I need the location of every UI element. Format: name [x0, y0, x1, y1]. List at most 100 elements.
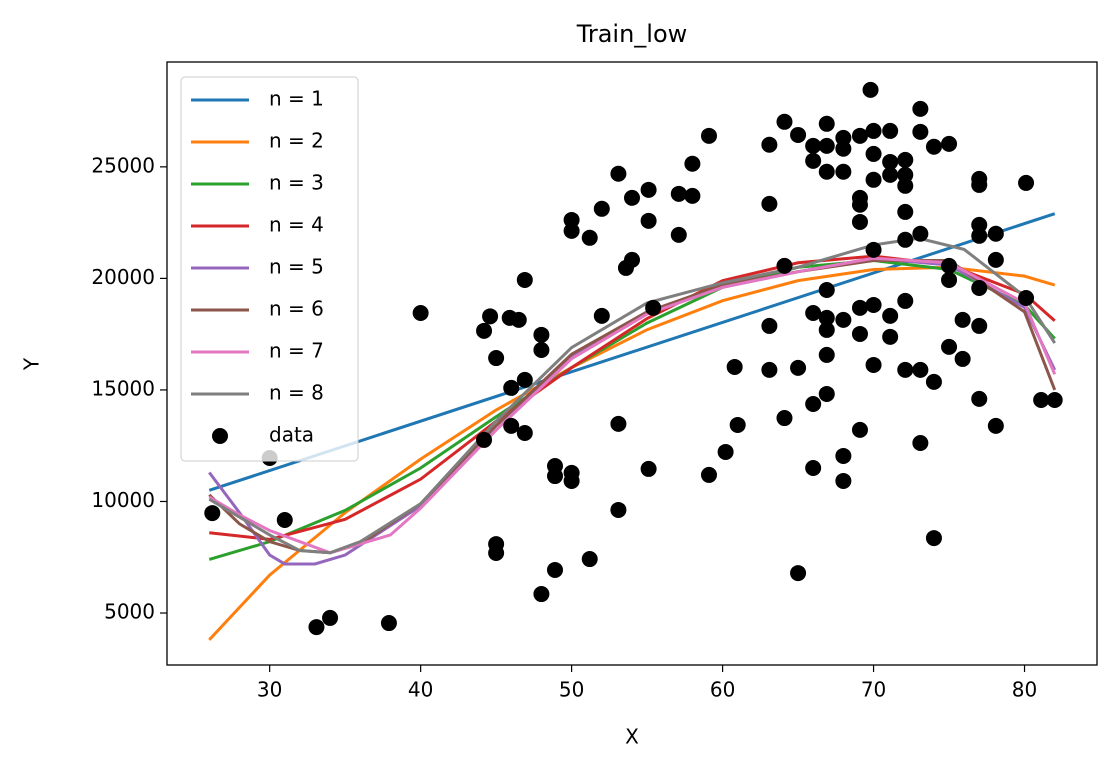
data-point — [729, 416, 746, 433]
data-point — [776, 113, 793, 130]
data-point — [818, 281, 835, 298]
data-point — [761, 136, 778, 153]
data-point — [670, 185, 687, 202]
data-point — [412, 304, 429, 321]
data-point — [987, 251, 1004, 268]
data-point — [971, 176, 988, 193]
data-point — [581, 229, 598, 246]
y-tick-label: 20000 — [91, 265, 155, 289]
data-point — [925, 138, 942, 155]
data-point — [865, 296, 882, 313]
data-point — [865, 356, 882, 373]
data-point — [684, 155, 701, 172]
data-point — [941, 257, 958, 274]
legend-box — [180, 76, 359, 462]
data-point — [971, 317, 988, 334]
data-point — [912, 435, 929, 452]
legend-label: n = 8 — [269, 381, 324, 405]
data-point — [987, 417, 1004, 434]
data-point — [835, 163, 852, 180]
data-point — [941, 271, 958, 288]
data-point — [593, 307, 610, 324]
x-tick-label: 40 — [408, 678, 433, 702]
data-point — [882, 122, 899, 139]
data-point — [882, 307, 899, 324]
data-point — [488, 545, 505, 562]
data-point — [818, 137, 835, 154]
data-point — [912, 123, 929, 140]
data-point — [865, 171, 882, 188]
data-point — [322, 609, 339, 626]
data-point — [581, 551, 598, 568]
data-point — [516, 371, 533, 388]
data-point — [865, 122, 882, 139]
data-point — [897, 177, 914, 194]
data-point — [563, 472, 580, 489]
data-point — [851, 127, 868, 144]
legend-swatch — [212, 428, 228, 444]
data-point — [645, 299, 662, 316]
data-point — [610, 501, 627, 518]
data-point — [717, 443, 734, 460]
data-point — [1046, 391, 1063, 408]
legend-label: n = 4 — [269, 213, 324, 237]
legend-label: n = 6 — [269, 297, 324, 321]
legend-label: n = 2 — [269, 129, 324, 153]
data-point — [897, 151, 914, 168]
data-point — [925, 530, 942, 547]
data-point — [640, 460, 657, 477]
plot-area — [204, 81, 1063, 641]
data-point — [593, 200, 610, 217]
data-point — [818, 385, 835, 402]
y-tick-label: 5000 — [104, 600, 155, 624]
data-point — [897, 203, 914, 220]
data-point — [276, 511, 293, 528]
data-point — [835, 472, 852, 489]
data-point — [761, 317, 778, 334]
data-point — [563, 222, 580, 239]
data-point — [503, 417, 520, 434]
data-point — [533, 342, 550, 359]
legend: n = 1 n = 2 n = 3 n = 4 n = 5 n = 6 n = 7 n = 8… — [180, 76, 359, 462]
y-tick-label: 25000 — [91, 153, 155, 177]
data-point — [610, 165, 627, 182]
data-point — [865, 145, 882, 162]
data-point — [380, 615, 397, 632]
data-point — [624, 189, 640, 206]
data-point — [851, 299, 868, 316]
data-point — [790, 565, 807, 582]
data-point — [971, 227, 988, 244]
data-point — [941, 135, 958, 152]
data-point — [851, 421, 868, 438]
data-point — [790, 126, 807, 143]
data-point — [516, 424, 533, 441]
data-point — [547, 561, 564, 578]
data-point — [516, 271, 533, 288]
data-point — [835, 140, 852, 157]
data-point — [308, 619, 325, 636]
data-point — [851, 325, 868, 342]
chart-title: Train_low — [576, 20, 688, 48]
data-point — [954, 350, 971, 367]
data-point — [897, 292, 914, 309]
data-point — [476, 322, 493, 339]
data-point — [818, 115, 835, 132]
data-point — [761, 361, 778, 378]
data-point — [897, 361, 914, 378]
data-point — [640, 212, 657, 229]
data-point — [865, 241, 882, 258]
x-tick-label: 80 — [1012, 678, 1037, 702]
legend-label: n = 3 — [269, 171, 324, 195]
legend-label: n = 7 — [269, 339, 324, 363]
data-point — [510, 311, 527, 328]
data-point — [805, 137, 822, 154]
data-point — [818, 346, 835, 363]
data-point — [818, 163, 835, 180]
data-point — [851, 213, 868, 230]
data-point — [726, 358, 743, 375]
fit-line — [208, 256, 1057, 555]
legend-label: data — [269, 423, 314, 447]
data-point — [624, 251, 640, 268]
